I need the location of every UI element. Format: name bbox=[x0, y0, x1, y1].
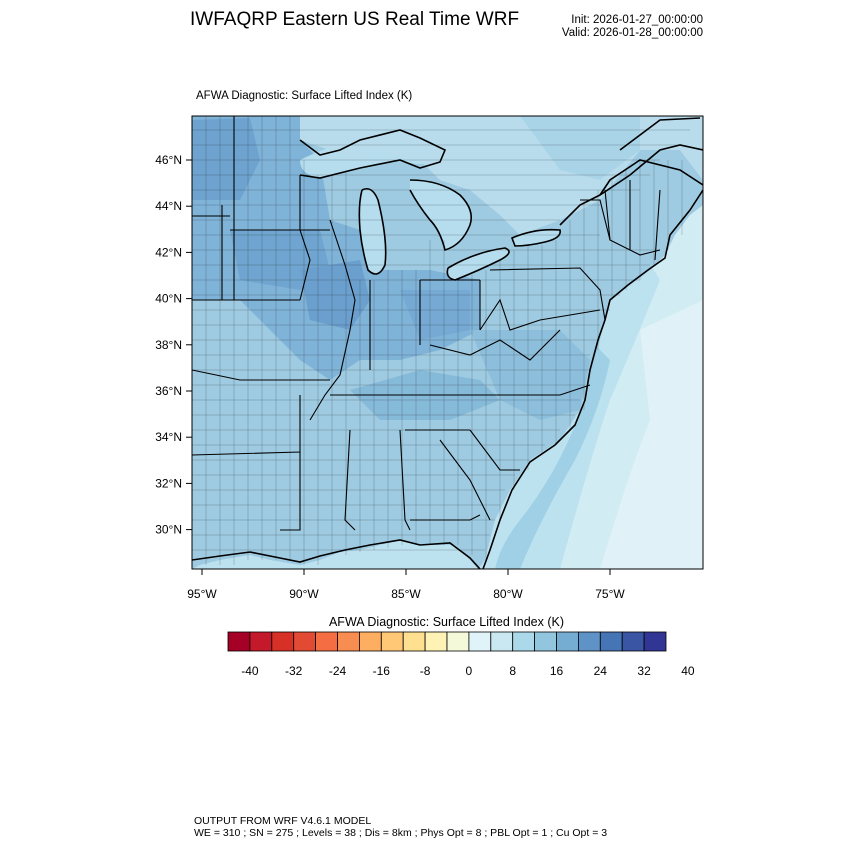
colorbar-swatch bbox=[380, 631, 404, 652]
lat-tick-label: 42°N bbox=[155, 245, 182, 259]
colorbar-swatch bbox=[227, 631, 251, 652]
lat-tick-label: 44°N bbox=[155, 199, 182, 213]
colorbar-swatch bbox=[643, 631, 667, 652]
run-times: Init: 2026-01-27_00:00:00 Valid: 2026-01… bbox=[540, 14, 703, 40]
colorbar-swatch bbox=[249, 631, 273, 652]
colorbar-title: AFWA Diagnostic: Surface Lifted Index (K… bbox=[328, 615, 565, 629]
colorbar-swatch bbox=[468, 631, 492, 652]
init-time: Init: 2026-01-27_00:00:00 bbox=[571, 14, 703, 26]
map-field-title: AFWA Diagnostic: Surface Lifted Index (K… bbox=[196, 90, 413, 102]
lat-tick-label: 40°N bbox=[155, 292, 182, 306]
longitude-axis: 95°W 90°W 85°W 80°W 75°W bbox=[187, 569, 625, 601]
main-title: IWFAQRP Eastern US Real Time WRF bbox=[190, 9, 520, 30]
colorbar-tick-label: 0 bbox=[466, 664, 473, 678]
colorbar-swatch bbox=[578, 631, 601, 652]
lon-tick-label: 90°W bbox=[289, 587, 319, 601]
colorbar-swatch bbox=[315, 631, 338, 652]
colorbar-tick-labels: -40 -32 -24 -16 -8 0 8 16 24 32 40 bbox=[241, 664, 695, 678]
lon-tick-label: 85°W bbox=[391, 587, 421, 601]
colorbar-swatch bbox=[446, 631, 470, 652]
colorbar-tick-label: 16 bbox=[550, 664, 564, 678]
map-frame bbox=[191, 115, 704, 570]
colorbar-swatch bbox=[424, 631, 448, 652]
colorbar-swatch bbox=[534, 631, 557, 652]
lat-tick-label: 30°N bbox=[155, 523, 182, 537]
lon-tick-label: 80°W bbox=[493, 587, 523, 601]
colorbar-swatch bbox=[358, 631, 382, 652]
colorbar-tick-label: -8 bbox=[420, 664, 431, 678]
colorbar-tick-label: -40 bbox=[241, 664, 259, 678]
lake-erie bbox=[447, 248, 509, 280]
colorbar-tick-label: -16 bbox=[373, 664, 391, 678]
model-info-footer: OUTPUT FROM WRF V4.6.1 MODEL WE = 310 ; … bbox=[194, 815, 607, 839]
colorbar-tick-label: 40 bbox=[681, 664, 695, 678]
lake-huron bbox=[410, 180, 472, 250]
lake-michigan bbox=[359, 188, 386, 274]
colorbar-swatch bbox=[490, 631, 514, 652]
lat-tick-label: 46°N bbox=[155, 153, 182, 167]
lat-tick-label: 34°N bbox=[155, 430, 182, 444]
colorbar-swatch bbox=[599, 631, 623, 652]
lon-tick-label: 95°W bbox=[187, 587, 217, 601]
model-config-line: WE = 310 ; SN = 275 ; Levels = 38 ; Dis … bbox=[194, 827, 608, 839]
lat-tick-label: 38°N bbox=[155, 338, 182, 352]
map-plot-area bbox=[192, 116, 703, 569]
colorbar-swatch bbox=[402, 631, 426, 652]
lat-tick-label: 36°N bbox=[155, 384, 182, 398]
colorbar-tick-label: 24 bbox=[594, 664, 608, 678]
lon-tick-label: 75°W bbox=[595, 587, 625, 601]
colorbar-tick-label: 8 bbox=[509, 664, 516, 678]
latitude-axis: 46°N 44°N 42°N 40°N 38°N 36°N 34°N 32°N 30°N bbox=[155, 153, 192, 537]
model-version-line: OUTPUT FROM WRF V4.6.1 MODEL bbox=[194, 815, 372, 827]
colorbar-swatch bbox=[512, 631, 536, 652]
colorbar bbox=[227, 631, 667, 652]
colorbar-swatch bbox=[621, 631, 645, 652]
colorbar-swatch bbox=[271, 631, 295, 652]
colorbar-swatch bbox=[293, 631, 317, 652]
colorbar-swatch bbox=[337, 631, 360, 652]
colorbar-swatch bbox=[556, 631, 579, 652]
colorbar-tick-label: 32 bbox=[637, 664, 651, 678]
colorbar-tick-label: -24 bbox=[329, 664, 347, 678]
valid-time: Valid: 2026-01-28_00:00:00 bbox=[561, 27, 703, 39]
lat-tick-label: 32°N bbox=[155, 476, 182, 490]
colorbar-tick-label: -32 bbox=[285, 664, 303, 678]
